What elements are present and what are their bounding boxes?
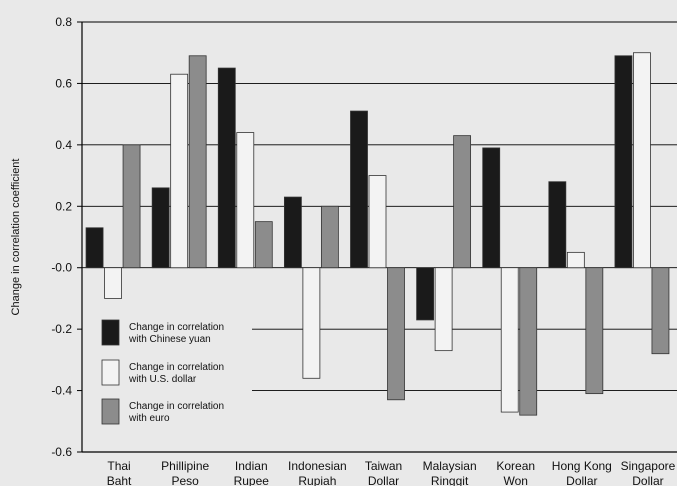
bar	[188, 55, 207, 269]
x-tick-label: Indonesian	[288, 459, 347, 473]
x-tick-label: Peso	[171, 474, 199, 486]
bar	[104, 267, 122, 299]
bar	[434, 267, 453, 352]
bar	[387, 267, 405, 401]
bar	[633, 52, 651, 269]
x-tick-label: Indian	[235, 459, 268, 473]
x-tick-label: Malaysian	[423, 459, 477, 473]
bar	[302, 267, 321, 379]
x-tick-label: Singapore	[621, 459, 676, 473]
legend-label: Change in correlation	[129, 362, 224, 373]
bar	[566, 251, 585, 269]
x-tick-label: Baht	[107, 474, 132, 486]
x-tick-label: Thai	[107, 459, 130, 473]
bar	[85, 227, 104, 269]
y-tick-label: 0.6	[55, 76, 72, 90]
x-tick-label: Korean	[496, 459, 535, 473]
legend-label: Change in correlation	[129, 322, 224, 333]
bar	[283, 196, 302, 269]
legend-swatch	[101, 319, 120, 346]
bar	[236, 132, 255, 269]
bar	[254, 221, 273, 269]
y-tick-label: 0.2	[55, 199, 72, 213]
x-tick-label: Rupee	[234, 474, 270, 486]
bar	[416, 267, 435, 321]
x-tick-label: Taiwan	[365, 459, 402, 473]
bar	[614, 55, 633, 269]
bar	[453, 135, 472, 269]
bar	[350, 110, 368, 269]
bar	[151, 187, 170, 269]
legend-swatch	[101, 359, 120, 386]
x-tick-label: Rupiah	[298, 474, 336, 486]
y-tick-label: 0.4	[55, 138, 72, 152]
bar	[548, 181, 567, 269]
bar	[585, 267, 604, 395]
y-tick-label: -0.2	[51, 322, 72, 336]
x-tick-label: Won	[503, 474, 527, 486]
x-tick-label: Dollar	[632, 474, 663, 486]
bar	[519, 267, 538, 416]
legend-label: with U.S. dollar	[128, 374, 197, 385]
legend-label: with euro	[128, 413, 170, 424]
bar	[500, 267, 519, 413]
bar	[482, 147, 501, 269]
legend-label: Change in correlation	[129, 401, 224, 412]
x-tick-label: Phillipine	[161, 459, 209, 473]
y-tick-label: -0.6	[51, 445, 72, 459]
x-tick-label: Hong Kong	[552, 459, 612, 473]
bar	[320, 205, 339, 269]
bar	[368, 175, 387, 269]
y-tick-label: -0.4	[51, 384, 72, 398]
x-tick-label: Dollar	[566, 474, 597, 486]
bar	[122, 144, 141, 269]
legend-swatch	[101, 398, 120, 425]
y-tick-label: -0.0	[51, 261, 72, 275]
bar	[170, 73, 189, 269]
y-tick-label: 0.8	[55, 15, 72, 29]
bar	[651, 267, 670, 355]
legend-label: with Chinese yuan	[128, 334, 211, 345]
x-tick-label: Ringgit	[431, 474, 469, 486]
bar	[217, 67, 236, 269]
x-tick-label: Dollar	[368, 474, 399, 486]
y-axis-label: Change in correlation coefficient	[10, 159, 22, 316]
